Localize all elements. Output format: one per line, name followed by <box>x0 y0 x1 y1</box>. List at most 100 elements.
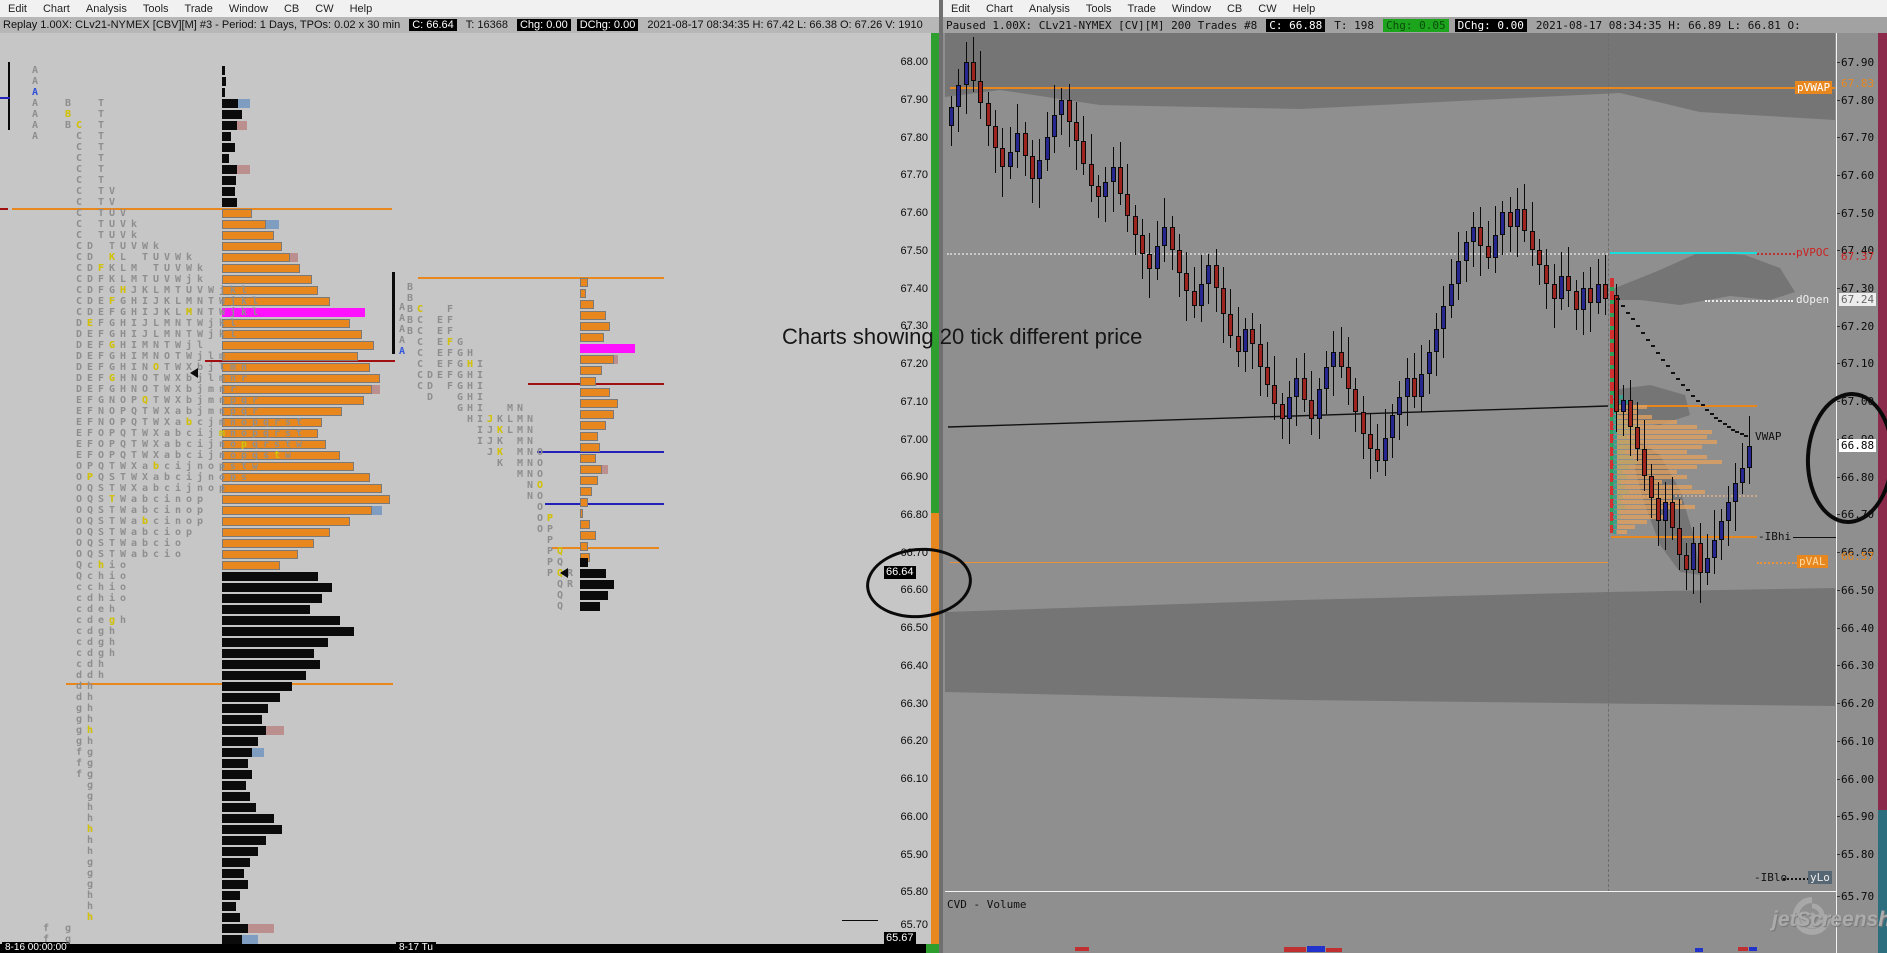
tpo-letter-highlight: C <box>417 304 424 315</box>
tpo-letter-row: GHI MN <box>407 403 528 414</box>
tpo-letter-row: K MNO <box>407 458 548 469</box>
candle-body <box>1434 328 1440 352</box>
level-line <box>12 208 392 210</box>
profile-bar <box>580 377 596 386</box>
delta-ladder-strip <box>1610 278 1614 533</box>
tpo-letter-row: g <box>10 791 99 802</box>
volume-profile-bar <box>1617 425 1697 429</box>
vwap-dash <box>1636 325 1640 327</box>
tpo-letter-row: cdgh <box>10 648 121 659</box>
candle-body <box>1621 400 1626 412</box>
candle-body <box>1691 543 1696 570</box>
status-value: C: 66.64 <box>409 19 457 31</box>
profile-bar <box>222 165 237 174</box>
menu-item-edit[interactable]: Edit <box>8 2 27 15</box>
profile-bar <box>222 638 328 647</box>
profile-bar <box>222 649 314 658</box>
menu-item-analysis[interactable]: Analysis <box>1028 2 1070 15</box>
candle-body <box>1309 400 1315 420</box>
tpo-letter-row: g <box>10 857 99 868</box>
menu-item-cw[interactable]: CW <box>315 2 334 15</box>
tpo-letter-row: EFOPQTWXabcijnopqstw <box>10 450 297 461</box>
profile-bar <box>580 289 586 298</box>
tpo-letter-row: OQSTWabcio <box>10 538 187 549</box>
menu-item-cb[interactable]: CB <box>283 2 300 15</box>
price-axis-tick: 67.40 <box>900 283 928 295</box>
tpo-letter-row: h <box>10 824 99 835</box>
candle-body <box>1726 501 1731 521</box>
menu-item-chart[interactable]: Chart <box>985 2 1013 15</box>
profile-bar-accent <box>290 253 298 262</box>
vwap-dash <box>1656 352 1660 354</box>
annotation-text: Charts showing 20 tick different price <box>782 324 1143 349</box>
tpo-letter-highlight: t <box>274 450 281 461</box>
menu-item-window[interactable]: Window <box>1171 2 1211 15</box>
candle-body <box>1316 389 1322 420</box>
candle-body <box>1294 377 1300 397</box>
tpo-letter-row: OQSTWabcinop <box>10 516 209 527</box>
price-axis-tick: 65.70 <box>900 919 928 931</box>
candle-body <box>1257 344 1263 367</box>
status-value: T: 198 <box>1334 18 1374 32</box>
price-axis-tick: 67.80 <box>1841 94 1875 107</box>
menu-item-tools[interactable]: Tools <box>142 2 169 15</box>
menu-item-help[interactable]: Help <box>1292 2 1316 15</box>
profile-bar <box>222 704 268 713</box>
menu-item-edit[interactable]: Edit <box>951 2 970 15</box>
menu-item-trade[interactable]: Trade <box>184 2 213 15</box>
menu-bar-right: Edit Chart Analysis Tools Trade Window CB CW Hel… <box>943 0 1887 18</box>
profile-bar <box>222 429 318 438</box>
axis-tick-mark <box>1836 703 1840 704</box>
candle-body <box>1132 216 1138 235</box>
level-line <box>1614 495 1757 497</box>
tpo-letter-row: PQ <box>407 557 568 568</box>
candle-body <box>1213 265 1219 288</box>
status-value: T: 16368 <box>465 19 508 31</box>
menu-item-cw[interactable]: CW <box>1258 2 1277 15</box>
level-line <box>418 277 664 279</box>
tpo-letter-row: h <box>10 912 99 923</box>
tpo-letter-row: C EFGHI <box>407 359 488 370</box>
candle-body <box>1007 152 1013 168</box>
tpo-letter-row: CDFKLMTUVWjk <box>10 274 209 285</box>
volume-profile-bar <box>1617 465 1697 469</box>
price-axis-tick: 67.10 <box>900 396 928 408</box>
volume-profile-bar <box>1617 515 1667 519</box>
candle-body <box>1140 234 1146 254</box>
candle-body <box>1595 283 1601 303</box>
profile-bar <box>580 580 614 589</box>
axis-tick-mark <box>1836 514 1840 515</box>
session-divider <box>1608 33 1609 892</box>
menu-item-trade[interactable]: Trade <box>1127 2 1156 15</box>
menu-item-chart[interactable]: Chart <box>42 2 70 15</box>
time-axis-left[interactable]: 8-16 00:00:00 8-17 Tu <box>0 942 939 953</box>
menu-item-cb[interactable]: CB <box>1226 2 1243 15</box>
menu-item-window[interactable]: Window <box>228 2 268 15</box>
menu-item-tools[interactable]: Tools <box>1085 2 1112 15</box>
menu-item-help[interactable]: Help <box>349 2 373 15</box>
candle-body <box>1456 261 1462 284</box>
profile-bar <box>222 396 364 405</box>
tpo-letter-row: DEFGHNOTWXbjmnr <box>10 384 242 395</box>
delta-profile-bar <box>1613 520 1618 524</box>
candle-body <box>1448 283 1454 307</box>
candle-body <box>1272 385 1278 405</box>
level-line <box>950 87 1835 89</box>
candle-chart-window: Edit Chart Analysis Tools Trade Window CB CW Hel… <box>943 0 1887 953</box>
status-bar-right: Paused 1.00X: CLv21-NYMEX [CV][M] 200 Tr… <box>943 17 1887 33</box>
level-line <box>205 360 395 362</box>
tpo-letter-row: h <box>10 846 99 857</box>
candle-body <box>1176 250 1182 273</box>
candle-body <box>1059 99 1065 115</box>
menu-bar-left: Edit Chart Analysis Tools Trade Window CB CW Hel… <box>0 0 939 18</box>
profile-bar <box>222 242 282 251</box>
menu-item-analysis[interactable]: Analysis <box>85 2 127 15</box>
tpo-letter-row: CDEFGHI <box>407 370 488 381</box>
cvd-mark <box>1738 947 1748 951</box>
axis-tick-mark <box>1836 250 1840 251</box>
volume-profile-bar <box>1617 530 1627 534</box>
vwap-dash <box>1705 408 1709 411</box>
price-axis-tick: 67.20 <box>1841 320 1875 333</box>
candle-body <box>1382 438 1388 461</box>
edge-strip <box>926 944 939 953</box>
